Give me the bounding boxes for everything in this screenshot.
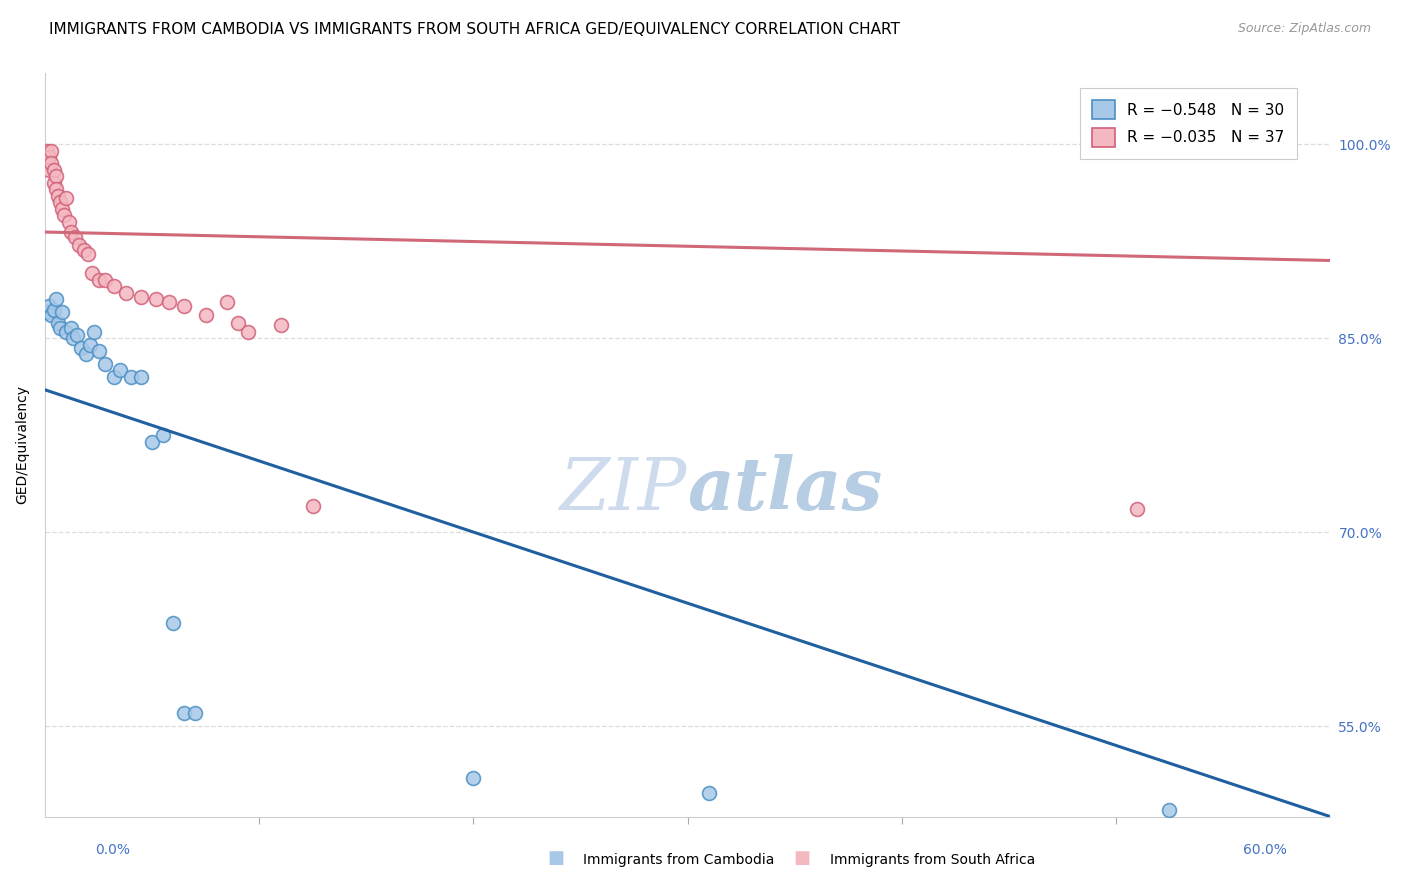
Point (38, 150, 60, 164)
Point (45, 293, 67, 307)
Point (173, 299, 195, 313)
Point (184, 706, 207, 720)
Point (49, 195, 72, 210)
Point (301, 499, 323, 513)
Text: 0.0%: 0.0% (96, 843, 131, 857)
Point (66, 328, 89, 343)
Point (63, 230, 86, 244)
Text: ■: ■ (793, 849, 810, 867)
Text: atlas: atlas (688, 454, 883, 524)
Point (38, 299, 60, 313)
Point (59, 225, 82, 239)
Point (42, 302, 65, 317)
Point (45, 169, 67, 184)
Point (59, 320, 82, 334)
Point (238, 325, 260, 339)
Point (103, 369, 125, 384)
Point (87, 344, 110, 359)
Point (94, 273, 117, 287)
Point (76, 247, 98, 261)
Point (72, 243, 94, 257)
Point (83, 325, 105, 339)
Text: Source: ZipAtlas.com: Source: ZipAtlas.com (1237, 22, 1371, 36)
Point (42, 163, 65, 178)
Point (62, 331, 84, 345)
Point (37, 305, 59, 319)
Point (75, 346, 97, 360)
Point (87, 273, 110, 287)
Text: Immigrants from Cambodia: Immigrants from Cambodia (583, 853, 775, 867)
Point (51, 202, 73, 216)
Text: IMMIGRANTS FROM CAMBODIA VS IMMIGRANTS FROM SOUTH AFRICA GED/EQUIVALENCY CORRELA: IMMIGRANTS FROM CAMBODIA VS IMMIGRANTS F… (49, 22, 900, 37)
Point (41, 144, 63, 158)
Point (108, 363, 131, 377)
Point (79, 337, 101, 351)
Point (58, 215, 80, 229)
Point (94, 357, 117, 371)
Point (70, 342, 93, 356)
Text: ■: ■ (547, 849, 564, 867)
Text: Immigrants from South Africa: Immigrants from South Africa (830, 853, 1035, 867)
Point (226, 316, 249, 330)
Point (53, 208, 76, 222)
Point (270, 318, 292, 333)
Point (1126, 501, 1149, 516)
Point (141, 434, 163, 449)
Point (38, 163, 60, 178)
Point (157, 294, 180, 309)
Point (145, 293, 167, 307)
Point (103, 279, 125, 293)
Point (152, 428, 174, 442)
Point (120, 369, 142, 384)
Point (80, 267, 103, 281)
Y-axis label: GED/Equivalency: GED/Equivalency (15, 385, 30, 504)
Point (41, 156, 63, 170)
Point (463, 771, 485, 785)
Point (115, 285, 138, 300)
Point (1159, 803, 1181, 817)
Point (46, 189, 69, 203)
Point (173, 706, 195, 720)
Point (55, 325, 77, 339)
Text: ZIP: ZIP (560, 454, 688, 524)
Point (131, 290, 153, 304)
Legend: R = −0.548   N = 30, R = −0.035   N = 37: R = −0.548 N = 30, R = −0.035 N = 37 (1080, 88, 1296, 159)
Point (46, 316, 69, 330)
Point (41, 308, 63, 322)
Point (697, 786, 720, 800)
Text: 60.0%: 60.0% (1243, 843, 1286, 857)
Point (51, 305, 73, 319)
Point (162, 615, 184, 630)
Point (131, 369, 153, 384)
Point (55, 191, 77, 205)
Point (45, 182, 67, 196)
Point (67, 238, 90, 252)
Point (194, 308, 217, 322)
Point (37, 156, 59, 170)
Point (49, 320, 72, 334)
Point (42, 176, 65, 190)
Point (215, 294, 238, 309)
Point (37, 144, 59, 158)
